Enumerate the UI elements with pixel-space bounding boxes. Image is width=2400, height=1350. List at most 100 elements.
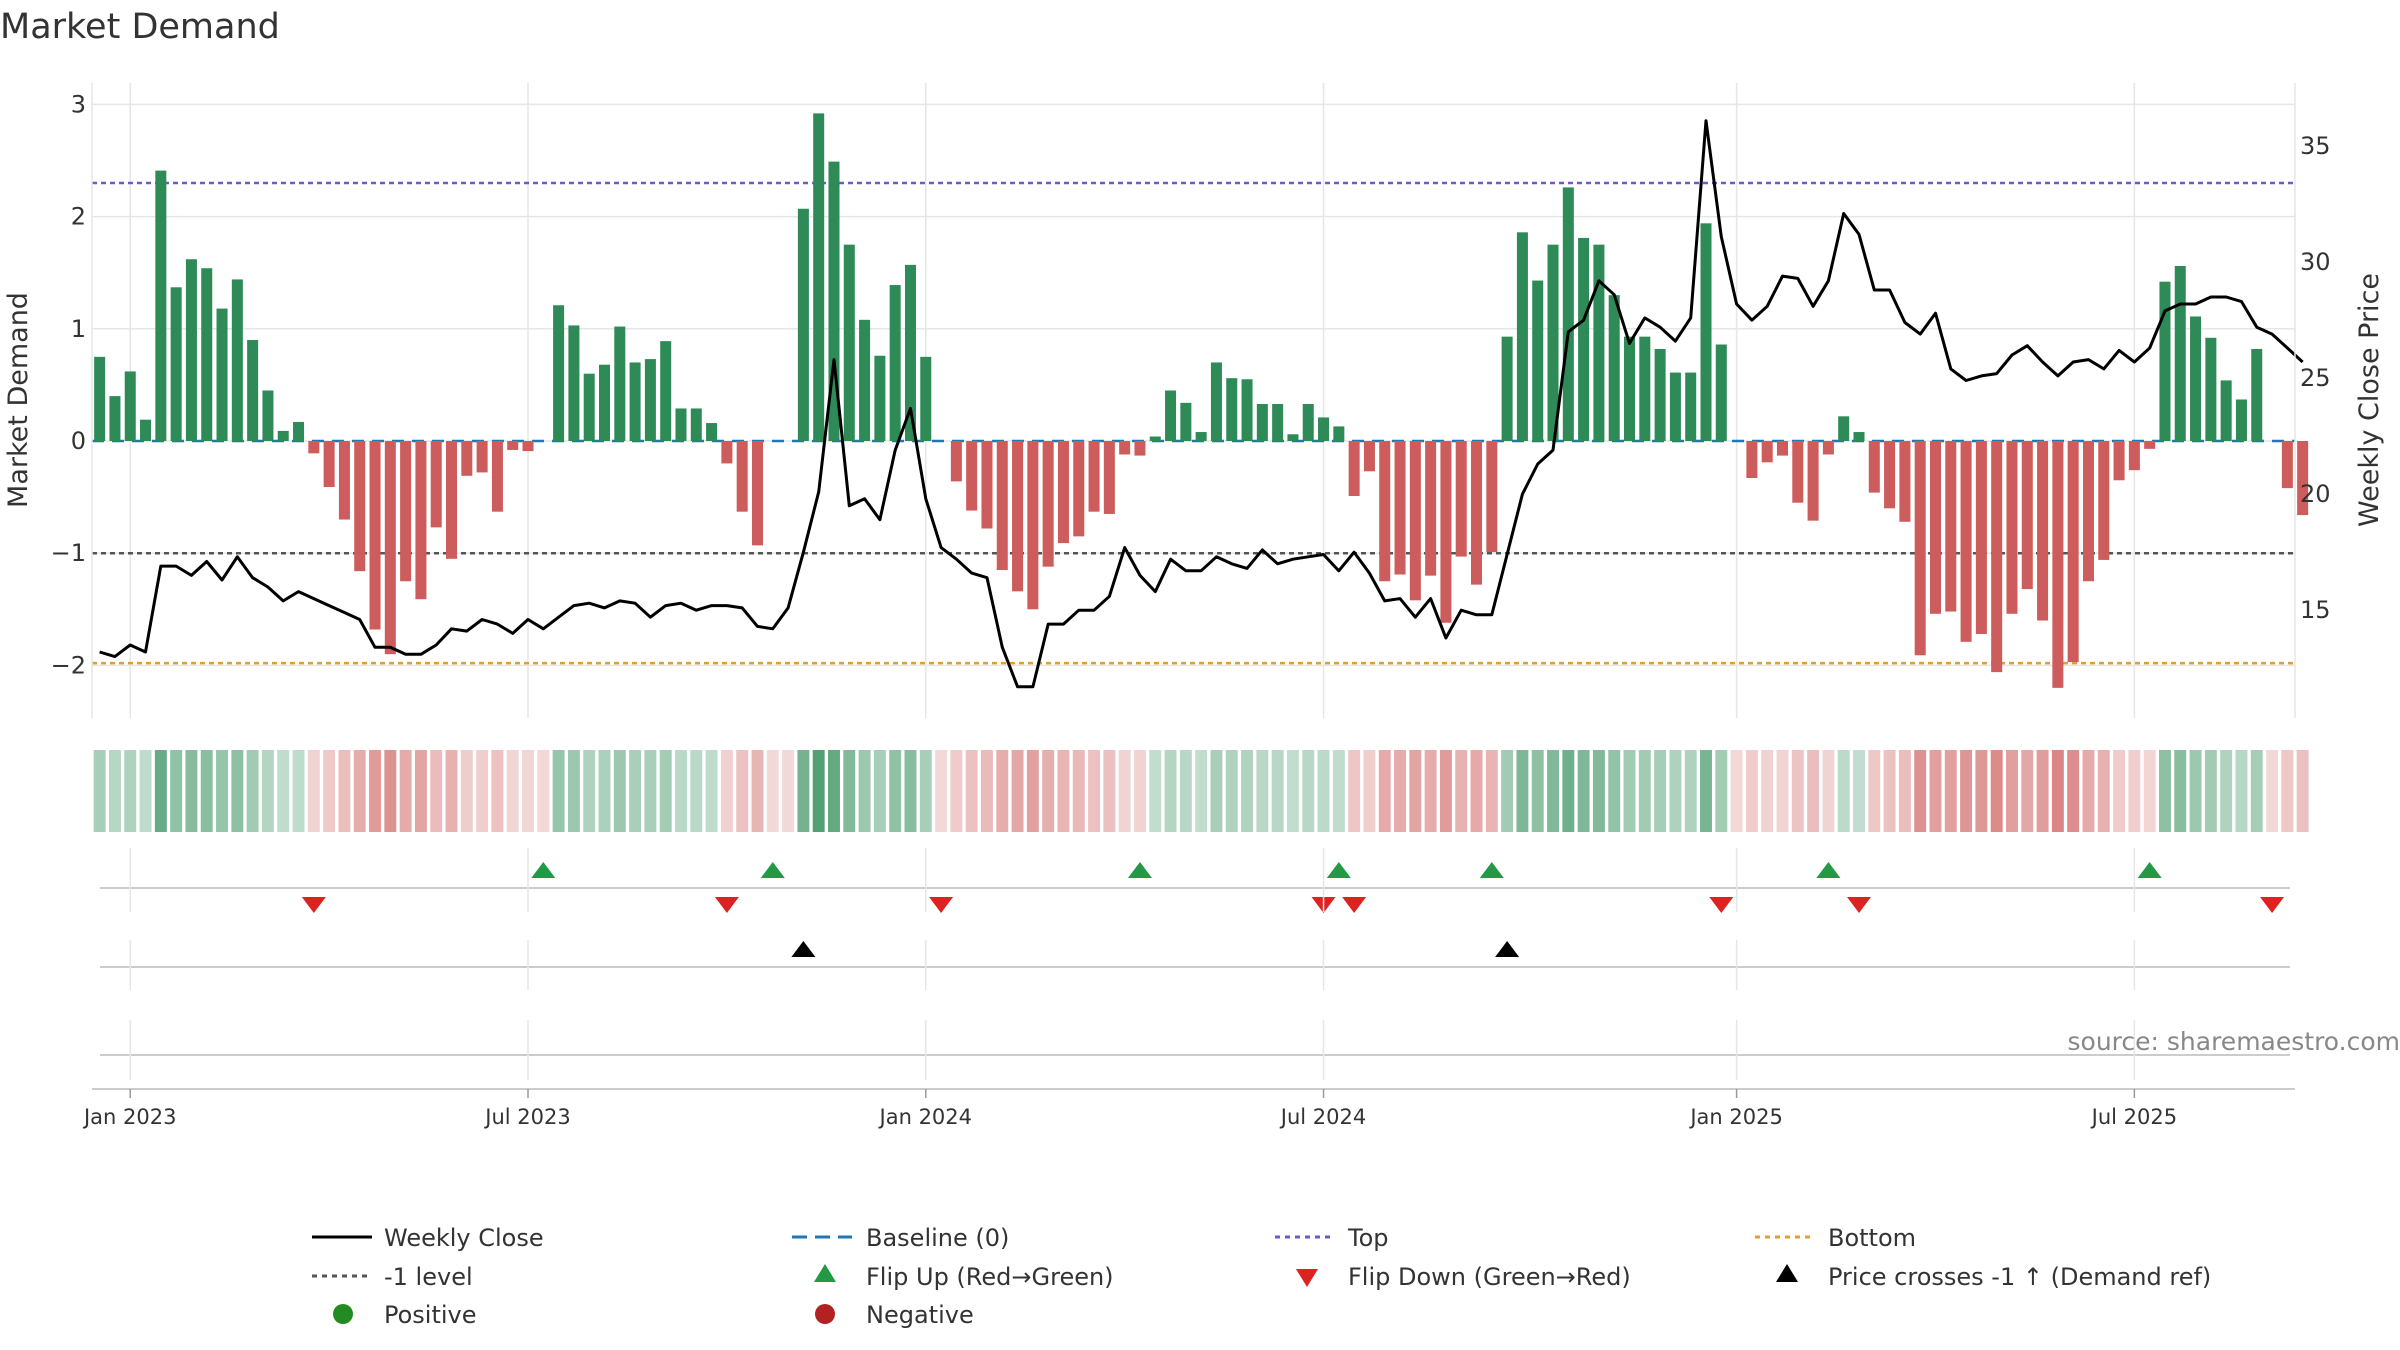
heat-cell xyxy=(598,750,611,832)
heat-cell xyxy=(690,750,703,832)
heat-cell xyxy=(736,750,749,832)
demand-bar xyxy=(1165,390,1177,441)
demand-bar xyxy=(1180,402,1192,441)
demand-bar xyxy=(1960,441,1972,642)
heat-cell xyxy=(185,750,198,832)
legend-item-flip-down: Flip Down (Green→Red) xyxy=(1296,1263,1631,1291)
demand-bar xyxy=(308,441,320,454)
demand-bar xyxy=(400,441,412,582)
demand-bar xyxy=(1348,441,1360,496)
demand-bar xyxy=(430,441,442,528)
demand-bar xyxy=(140,419,152,441)
heat-cell xyxy=(1409,750,1422,832)
demand-bar xyxy=(1532,280,1544,441)
heat-cell xyxy=(1164,750,1177,832)
y2-tick-label: 35 xyxy=(2300,132,2331,160)
x-tick-label: Jan 2023 xyxy=(82,1105,177,1129)
heat-cell xyxy=(323,750,336,832)
legend-label: -1 level xyxy=(384,1263,473,1291)
demand-bar xyxy=(1103,441,1115,514)
legend-label: Bottom xyxy=(1828,1224,1916,1252)
y2-axis-label: Weekly Close Price xyxy=(2354,273,2385,527)
heat-cell xyxy=(1776,750,1789,832)
legend: Weekly Close Baseline (0) Top Bottom -1 … xyxy=(312,1224,2211,1329)
heat-cell xyxy=(307,750,320,832)
demand-bar xyxy=(1425,441,1437,576)
demand-bar xyxy=(231,279,243,441)
demand-bar xyxy=(2052,441,2064,688)
demand-bar xyxy=(1807,441,1819,521)
right-axis-ticks: 35 30 25 20 15 xyxy=(2300,132,2331,624)
demand-bar xyxy=(1409,441,1421,601)
legend-label: Flip Down (Green→Red) xyxy=(1348,1263,1631,1291)
demand-bar xyxy=(675,408,687,441)
demand-bar xyxy=(859,319,871,441)
heat-cell xyxy=(1562,750,1575,832)
heat-cell xyxy=(797,750,810,832)
demand-bar xyxy=(415,441,427,600)
demand-bar xyxy=(293,421,305,441)
demand-bar xyxy=(797,208,809,441)
heat-cell xyxy=(2235,750,2248,832)
demand-bar xyxy=(1715,344,1727,441)
heat-cell xyxy=(1317,750,1330,832)
legend-item-positive: Positive xyxy=(333,1301,477,1329)
demand-bar xyxy=(2082,441,2094,582)
x-tick-label: Jan 2025 xyxy=(1688,1105,1783,1129)
demand-bar xyxy=(1593,244,1605,441)
heat-cell xyxy=(154,750,167,832)
price-cross-marker xyxy=(1495,941,1520,957)
heat-cell xyxy=(1241,750,1254,832)
y2-tick-label: 20 xyxy=(2300,480,2331,508)
chart-title: Market Demand xyxy=(0,7,280,47)
demand-bar xyxy=(1042,441,1054,567)
heat-cell xyxy=(200,750,213,832)
flip-up-marker xyxy=(1816,862,1841,878)
heat-cell xyxy=(2143,750,2156,832)
source-note: source: sharemaestro.com xyxy=(2068,1027,2400,1056)
demand-bar xyxy=(1562,187,1574,441)
demand-bar xyxy=(2144,441,2156,449)
demand-bar xyxy=(247,340,259,441)
heat-cell xyxy=(1608,750,1621,832)
demand-bar xyxy=(216,308,228,441)
y-tick-label: 2 xyxy=(71,203,86,231)
heat-cell xyxy=(2006,750,2018,832)
heat-cell xyxy=(675,750,687,832)
y-tick-label: −1 xyxy=(51,539,86,567)
legend-item-minus1: -1 level xyxy=(312,1263,473,1291)
demand-bar xyxy=(507,441,519,450)
heat-cell xyxy=(1654,750,1667,832)
heat-cell xyxy=(1700,750,1712,832)
demand-bar xyxy=(1639,336,1651,441)
heat-cell xyxy=(1577,750,1590,832)
heat-cell xyxy=(1179,750,1192,832)
demand-bar xyxy=(1486,441,1498,553)
demand-bar xyxy=(553,305,565,441)
legend-item-flip-up: Flip Up (Red→Green) xyxy=(814,1263,1114,1291)
heat-cell xyxy=(812,750,825,832)
demand-bar xyxy=(1685,372,1697,441)
close-line xyxy=(99,119,2304,689)
flip-down-marker xyxy=(1846,897,1871,913)
demand-bar xyxy=(1608,295,1620,441)
demand-bar xyxy=(1578,237,1590,441)
price-cross-track xyxy=(100,941,2290,968)
demand-bar xyxy=(1027,441,1039,610)
heat-cell xyxy=(1363,750,1376,832)
heat-cell xyxy=(1195,750,1208,832)
heat-cell xyxy=(2097,750,2110,832)
demand-bar xyxy=(1853,432,1865,441)
demand-bar xyxy=(1884,441,1896,509)
heat-cell xyxy=(1547,750,1559,832)
demand-bar xyxy=(1776,441,1789,456)
heat-cell xyxy=(1332,750,1345,832)
demand-bar xyxy=(1700,223,1712,441)
flip-up-marker xyxy=(1479,862,1504,878)
heat-cell xyxy=(766,750,779,832)
flip-down-marker xyxy=(301,897,326,913)
heat-cell xyxy=(1837,750,1850,832)
demand-bar xyxy=(2037,441,2049,621)
heat-cell xyxy=(1470,750,1483,832)
